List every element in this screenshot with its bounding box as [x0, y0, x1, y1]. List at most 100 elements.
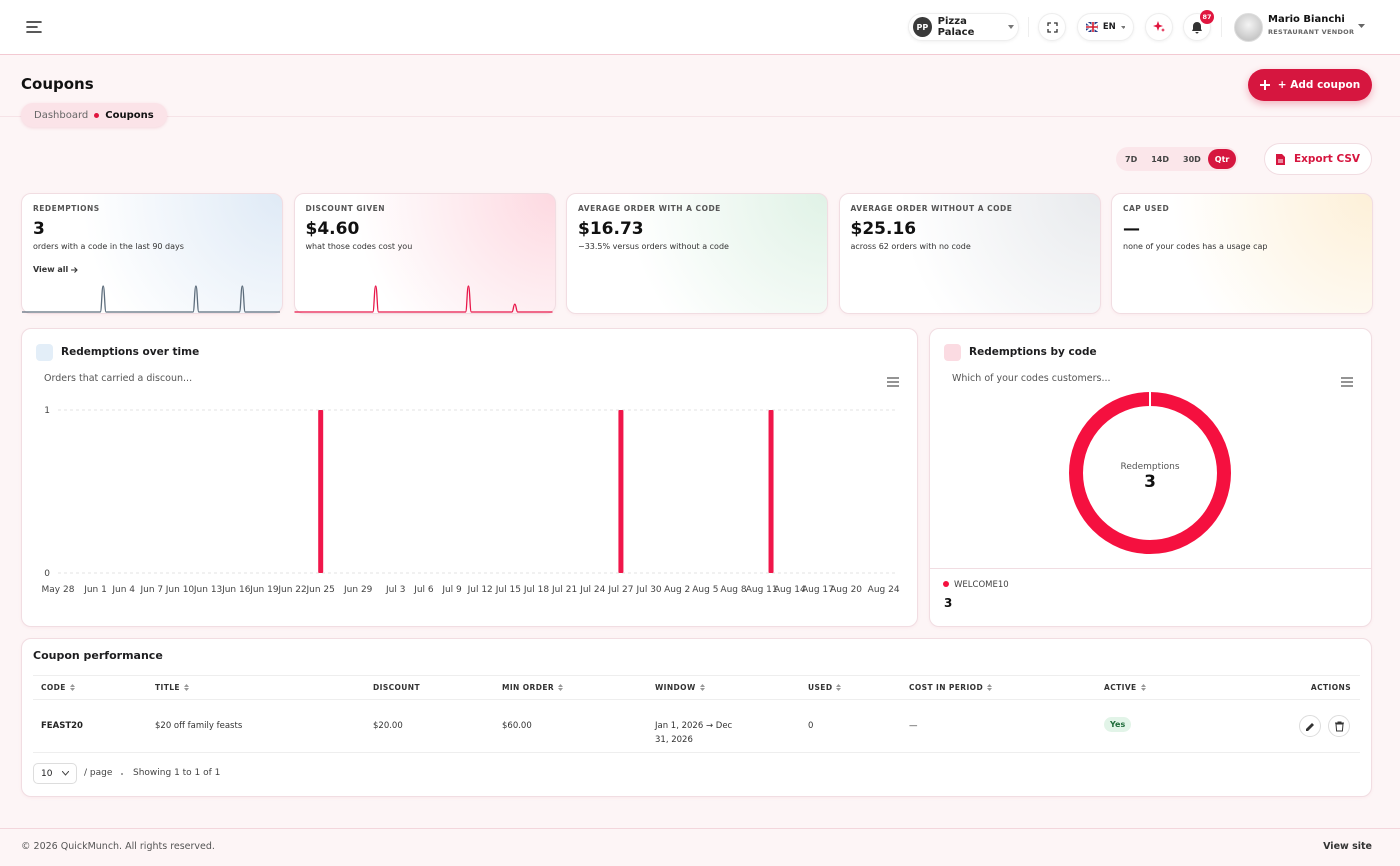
stat-label: CAP USED [1123, 204, 1170, 213]
column-header[interactable]: USED [808, 683, 842, 692]
user-role: RESTAURANT VENDOR [1268, 28, 1355, 36]
page-title: Coupons [21, 75, 94, 93]
column-label: WINDOW [655, 683, 696, 692]
stat-link[interactable]: View all [33, 265, 79, 274]
menu-toggle[interactable] [26, 20, 42, 34]
user-menu-caret[interactable] [1358, 24, 1365, 28]
divider [0, 116, 1400, 117]
column-label: CODE [41, 683, 66, 692]
footer-divider [0, 828, 1400, 829]
user-avatar[interactable] [1234, 13, 1263, 42]
chart-menu[interactable] [1341, 377, 1353, 387]
table-header [33, 675, 1360, 700]
chart-subtitle: Orders that carried a discoun... [44, 373, 193, 384]
cell: $20.00 [373, 721, 403, 731]
breadcrumb-current: Coupons [105, 109, 154, 121]
arrow-icon [71, 266, 79, 273]
stat-note: −33.5% versus orders without a code [578, 242, 729, 251]
store-avatar: PP [913, 17, 932, 37]
sort-icon [69, 684, 75, 691]
range-button[interactable]: Qtr [1207, 149, 1237, 169]
chart-menu[interactable] [887, 377, 899, 387]
column-label: ACTIVE [1104, 683, 1137, 692]
column-header[interactable]: COST IN PERIOD [909, 683, 993, 692]
action-icon [1334, 721, 1344, 731]
stat-value: $16.73 [578, 219, 644, 239]
stat-card: CAP USED — none of your codes has a usage … [1111, 193, 1373, 314]
fullscreen-button[interactable] [1038, 13, 1066, 41]
separator [1221, 17, 1222, 37]
cell: FEAST20 [41, 721, 83, 731]
status-badge: Yes [1104, 717, 1132, 732]
range-button[interactable]: 7D [1125, 154, 1138, 164]
range-button[interactable]: 14D [1151, 154, 1169, 164]
stat-card: AVERAGE ORDER WITHOUT A CODE $25.16 across… [838, 193, 1101, 314]
notification-badge: 87 [1200, 10, 1214, 24]
column-label: DISCOUNT [373, 683, 420, 692]
stat-value: — [1123, 219, 1140, 239]
table-title: Coupon performance [33, 649, 163, 662]
chevron [62, 771, 69, 776]
stat-card: AVERAGE ORDER WITH A CODE $16.73 −33.5% ve… [566, 193, 828, 314]
view-site-link[interactable]: View site [1323, 841, 1372, 852]
cell: $20 off family feasts [155, 721, 243, 731]
chart-icon [944, 344, 961, 361]
sort-icon [836, 684, 842, 691]
column-header[interactable]: WINDOW [655, 683, 705, 692]
breadcrumb-separator [94, 112, 100, 118]
column-header[interactable]: CODE [41, 683, 75, 692]
stat-note: what those codes cost you [305, 242, 413, 251]
chart-title: Redemptions over time [61, 346, 200, 358]
separator-dot [121, 773, 123, 775]
sort-icon [699, 684, 705, 691]
row-divider [33, 752, 1360, 753]
stat-label: REDEMPTIONS [33, 204, 100, 213]
column-header: ACTIONS [1311, 683, 1351, 692]
delete-button[interactable] [1328, 715, 1350, 737]
plus-icon [1259, 80, 1270, 90]
stat-label: AVERAGE ORDER WITH A CODE [578, 204, 721, 213]
add-coupon-label: + Add coupon [1277, 79, 1361, 91]
sort-icon [1140, 684, 1146, 691]
cell: 0 [808, 721, 814, 731]
copyright: © 2026 QuickMunch. All rights reserved. [21, 841, 215, 852]
separator [1028, 17, 1029, 37]
chart-title: Redemptions by code [969, 346, 1097, 358]
add-coupon-button[interactable]: + Add coupon [1248, 69, 1372, 101]
chart-card [21, 328, 918, 627]
edit-button[interactable] [1299, 715, 1321, 737]
column-header[interactable]: TITLE [155, 683, 189, 692]
breadcrumb-link[interactable]: Dashboard [34, 109, 89, 121]
stat-note: orders with a code in the last 90 days [33, 242, 184, 251]
store-switcher[interactable]: PP Pizza Palace [908, 13, 1019, 41]
stat-note: across 62 orders with no code [850, 242, 971, 251]
action-icon [1305, 722, 1314, 731]
range-button[interactable]: 30D [1183, 154, 1201, 164]
page-size-select[interactable]: 10 [33, 763, 77, 784]
language-switcher[interactable]: EN [1077, 13, 1134, 41]
ai-button[interactable] [1145, 13, 1173, 41]
stat-label: DISCOUNT GIVEN [305, 204, 386, 213]
stat-label: AVERAGE ORDER WITHOUT A CODE [850, 204, 1013, 213]
sparkle-icon [1153, 21, 1165, 32]
bell-icon [1192, 21, 1202, 33]
caret [1120, 25, 1125, 29]
pagination-summary: Showing 1 to 1 of 1 [133, 768, 221, 778]
file-icon [1275, 153, 1285, 165]
export-button[interactable]: Export CSV [1264, 143, 1372, 175]
page-size-suffix: / page [84, 768, 113, 778]
column-header[interactable]: MIN ORDER [502, 683, 564, 692]
stat-card: DISCOUNT GIVEN $4.60 what those codes cost… [293, 193, 556, 314]
stat-link-label: View all [33, 265, 69, 274]
column-label: USED [808, 683, 833, 692]
sort-icon [183, 684, 189, 691]
stat-value: $25.16 [850, 219, 917, 239]
cell: Jan 1, 2026 → Dec 31, 2026 [655, 721, 733, 745]
chart-subtitle: Which of your codes customers... [952, 373, 1111, 384]
caret [1008, 25, 1014, 29]
breadcrumb: Dashboard Coupons [21, 103, 167, 127]
column-header[interactable]: ACTIVE [1104, 683, 1146, 692]
store-name: Pizza Palace [937, 16, 975, 38]
